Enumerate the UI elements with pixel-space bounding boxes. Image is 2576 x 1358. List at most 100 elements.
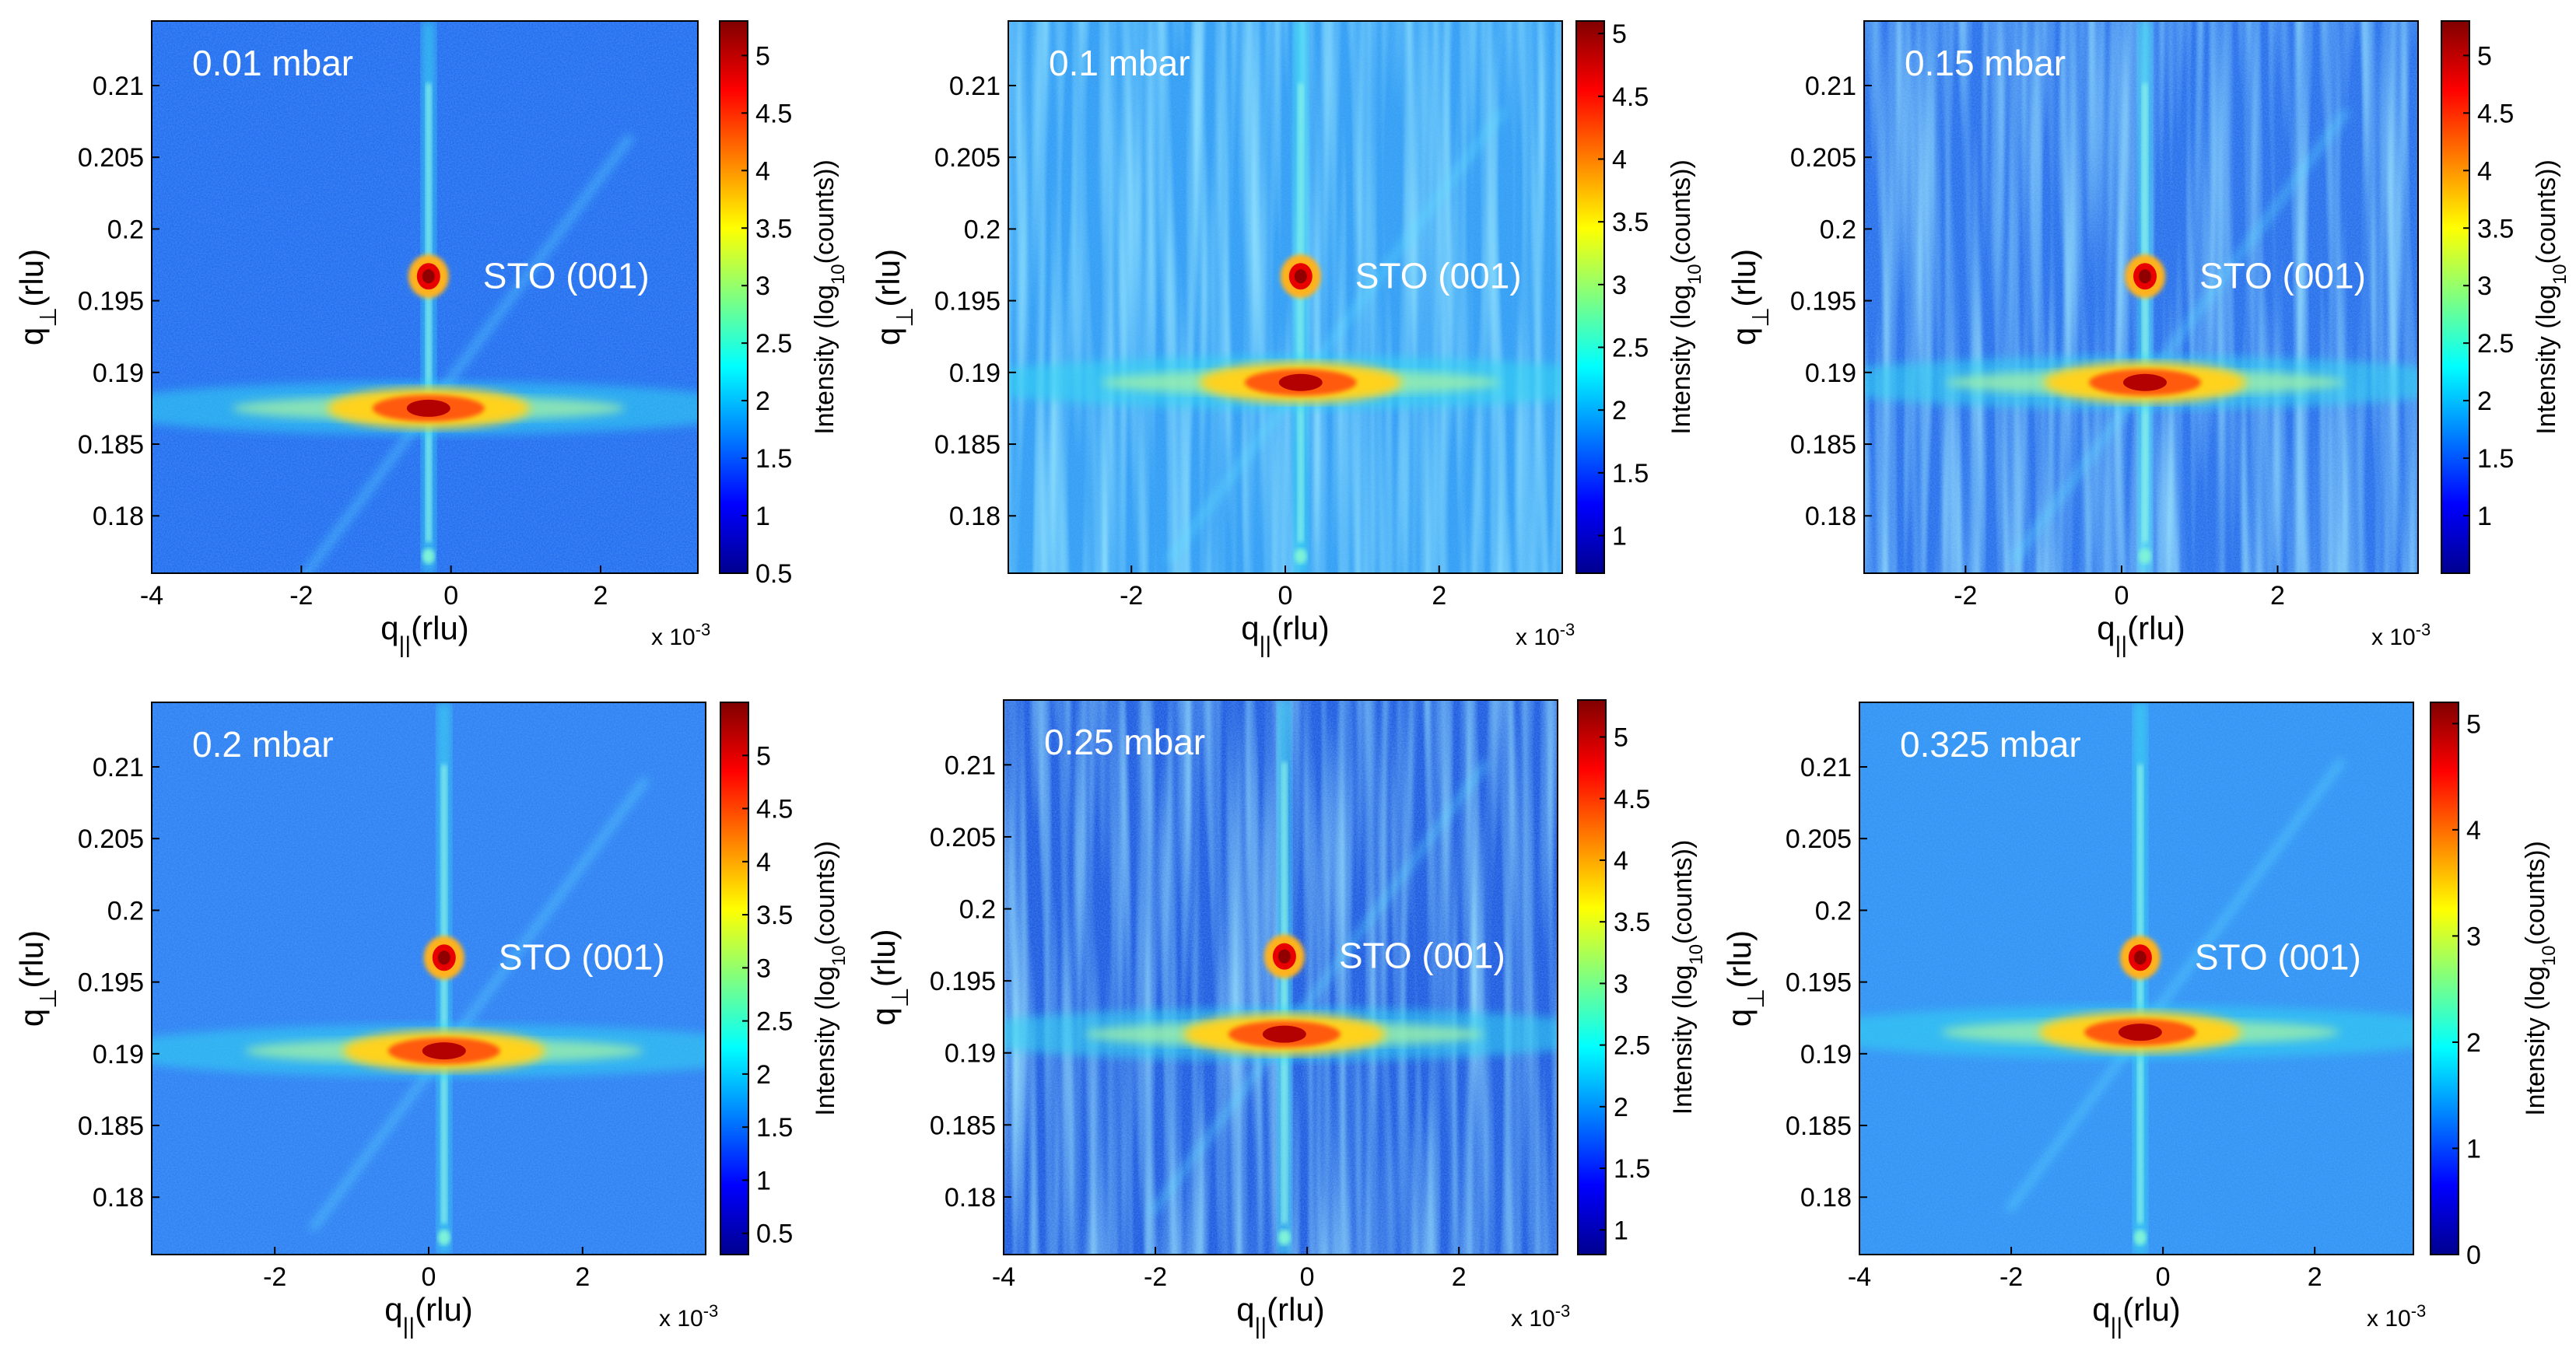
y-tick-label: 0.195: [78, 287, 144, 317]
panel-title: 0.325 mbar: [1900, 724, 2081, 765]
y-tick-label: 0.185: [934, 430, 1001, 460]
x-tick-label: 0: [422, 1262, 436, 1292]
panel-title: 0.2 mbar: [192, 724, 334, 765]
colorbar-tick-label: 5: [2477, 41, 2492, 71]
x-tick-label: 2: [2308, 1262, 2322, 1292]
colorbar-tick-label: 0.5: [755, 559, 792, 589]
x-tick-label: -2: [289, 581, 313, 611]
y-tick-label: 0.185: [78, 1111, 144, 1141]
substrate-peak-center: [1278, 373, 1323, 391]
colorbar-tick-label: 4.5: [1614, 785, 1650, 814]
x-tick-label: -2: [1954, 581, 1977, 611]
x-multiplier: x 10-3: [651, 620, 710, 651]
x-tick-label: -4: [992, 1262, 1015, 1292]
lower-spot: [2133, 1230, 2147, 1245]
peak-annotation: STO (001): [483, 255, 650, 296]
colorbar-tick-label: 2: [755, 387, 770, 416]
y-tick-label: 0.21: [949, 72, 1001, 101]
panel-title: 0.1 mbar: [1049, 43, 1190, 83]
peak-annotation: STO (001): [2199, 255, 2366, 296]
x-multiplier: x 10-3: [659, 1301, 718, 1332]
y-axis-label: q⊥(rlu): [13, 930, 61, 1027]
colorbar-tick-label: 5: [1614, 723, 1628, 753]
colorbar-tick-label: 2.5: [1612, 334, 1649, 363]
heatmap-noise: [152, 702, 706, 1255]
y-tick-label: 0.19: [93, 359, 144, 388]
heatmap-area: [1008, 21, 1562, 573]
y-axis-label: q⊥(rlu): [865, 929, 913, 1025]
heatmap-area: [1859, 702, 2413, 1255]
colorbar-tick-label: 1.5: [755, 444, 792, 474]
colorbar-tick-label: 4: [755, 156, 770, 186]
colorbar-tick-label: 2: [1612, 396, 1627, 425]
diagonal-streak: [2004, 758, 2346, 1214]
lower-spot: [1294, 548, 1307, 564]
y-tick-label: 0.2: [959, 895, 996, 925]
diagonal-streak: [2009, 107, 2351, 564]
colorbar-tick-label: 2: [2477, 387, 2492, 416]
diagonal-streak: [1165, 107, 1506, 564]
x-tick-label: 2: [2270, 581, 2285, 611]
colorbar-tick-label: 4: [756, 848, 771, 877]
substrate-peak-center: [2118, 1024, 2162, 1041]
x-tick-label: 2: [1432, 581, 1446, 611]
plot-frame: [151, 20, 699, 574]
colorbar: [2430, 702, 2459, 1255]
lower-spot: [437, 1230, 450, 1245]
substrate-peak-center: [2123, 373, 2168, 391]
vertical-rod-core: [1297, 83, 1304, 542]
heatmap-area: [1004, 700, 1558, 1255]
colorbar-tick-label: 3: [755, 271, 770, 301]
colorbar-tick-label: 1: [2477, 502, 2492, 531]
colorbar-tick-label: 4: [1614, 846, 1628, 876]
x-tick-label: 0: [2114, 581, 2129, 611]
y-tick-label: 0.18: [945, 1183, 996, 1213]
colorbar-tick-label: 2.5: [1614, 1031, 1650, 1061]
y-tick-label: 0.2: [1815, 896, 1852, 926]
colorbar-tick-label: 1: [1614, 1216, 1628, 1245]
y-tick-label: 0.19: [945, 1039, 996, 1069]
y-tick-label: 0.21: [945, 751, 996, 780]
y-axis-label: q⊥(rlu): [870, 249, 918, 345]
colorbar-tick-label: 3.5: [756, 901, 793, 930]
colorbar-tick-label: 1: [1612, 522, 1627, 551]
colorbar-tick-label: 3: [1614, 969, 1628, 999]
y-tick-label: 0.185: [1786, 1111, 1852, 1141]
x-tick-label: 2: [594, 581, 608, 611]
colorbar-tick-label: 2.5: [755, 329, 792, 359]
colorbar-label: Intensity (log10(counts)): [2532, 159, 2571, 435]
y-tick-label: 0.2: [964, 215, 1001, 244]
colorbar: [720, 702, 749, 1255]
x-tick-label: -2: [1999, 1262, 2023, 1292]
y-tick-label: 0.21: [1800, 753, 1852, 782]
colorbar: [2441, 20, 2470, 574]
colorbar-tick-label: 5: [756, 741, 771, 771]
x-axis-label: q||(rlu): [2097, 610, 2185, 658]
vertical-rod-core: [440, 765, 447, 1223]
diagonal-streak: [1148, 759, 1490, 1216]
y-tick-label: 0.195: [930, 967, 996, 996]
y-axis-label: q⊥(rlu): [1726, 249, 1774, 345]
y-tick-label: 0.185: [78, 430, 144, 460]
lower-spot: [2139, 548, 2152, 564]
x-tick-label: 2: [575, 1262, 590, 1292]
colorbar-tick-label: 4: [2477, 156, 2492, 186]
colorbar-tick-label: 2: [1614, 1093, 1628, 1122]
heatmap-area: [152, 21, 698, 573]
colorbar-tick-label: 4.5: [1612, 82, 1649, 112]
sto-peak-center: [2139, 269, 2152, 284]
colorbar-tick-label: 1.5: [1612, 459, 1649, 488]
x-axis-label: q||(rlu): [2092, 1291, 2181, 1339]
diagonal-streak: [308, 776, 650, 1233]
colorbar-tick-label: 1.5: [2477, 444, 2514, 474]
colorbar-tick-label: 2: [2466, 1028, 2481, 1058]
peak-annotation: STO (001): [2195, 936, 2361, 977]
y-tick-label: 0.185: [1790, 430, 1856, 460]
colorbar: [719, 20, 748, 574]
y-tick-label: 0.205: [934, 143, 1001, 173]
rsm-panel-4: 0.2 mbar STO (001) 0.18 0.185 0.19 0.195 0.2 0.…: [13, 702, 850, 1339]
sto-peak-center: [422, 269, 435, 284]
y-tick-label: 0.18: [1805, 502, 1856, 531]
